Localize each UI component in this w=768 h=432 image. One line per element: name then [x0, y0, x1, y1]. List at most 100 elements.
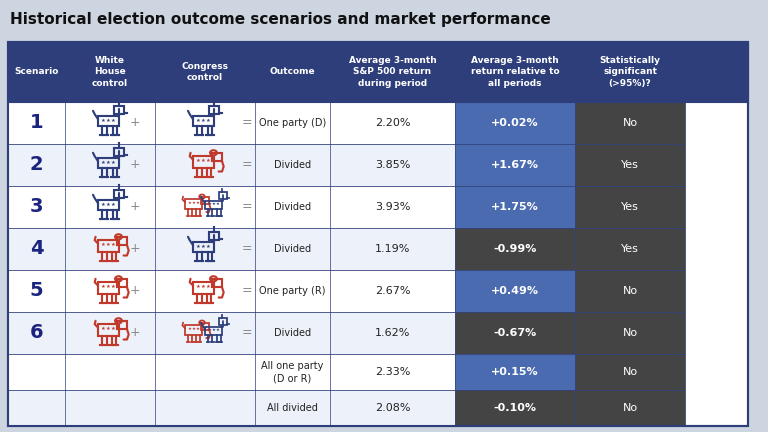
Text: No: No: [622, 286, 637, 296]
Text: 3.93%: 3.93%: [375, 202, 410, 212]
Text: One party (D): One party (D): [259, 118, 326, 128]
Bar: [98, 200, 118, 210]
Text: +: +: [129, 242, 140, 255]
Bar: [209, 232, 220, 240]
Text: ★: ★: [106, 284, 111, 289]
Bar: [8, 144, 455, 186]
Text: Divided: Divided: [274, 202, 311, 212]
Text: =: =: [242, 242, 253, 255]
Text: No: No: [622, 367, 637, 377]
Bar: [575, 228, 685, 270]
Text: ★: ★: [106, 326, 111, 331]
Text: White
House
control: White House control: [92, 57, 128, 88]
Text: +1.75%: +1.75%: [491, 202, 539, 212]
Bar: [8, 228, 455, 270]
Text: =: =: [242, 117, 253, 130]
Text: Congress
control: Congress control: [181, 62, 229, 82]
Text: 3: 3: [30, 197, 43, 216]
Text: ★: ★: [206, 244, 210, 249]
Text: Yes: Yes: [621, 244, 639, 254]
Text: ★: ★: [101, 284, 105, 289]
Text: ★: ★: [216, 328, 220, 332]
Text: ★: ★: [101, 326, 105, 331]
Bar: [455, 144, 575, 186]
Text: ★: ★: [101, 242, 105, 247]
Text: ★: ★: [106, 202, 111, 206]
Text: ★: ★: [187, 327, 191, 331]
Bar: [185, 200, 202, 209]
Bar: [575, 312, 685, 354]
Text: +: +: [129, 327, 140, 340]
Text: No: No: [622, 118, 637, 128]
Text: ★: ★: [201, 284, 206, 289]
Text: ★: ★: [196, 118, 200, 123]
Text: ★: ★: [187, 201, 191, 205]
Text: ★: ★: [206, 158, 210, 163]
Bar: [455, 102, 575, 144]
Bar: [114, 106, 124, 114]
Bar: [575, 102, 685, 144]
Text: 4: 4: [30, 239, 43, 258]
Text: 2: 2: [30, 156, 43, 175]
Bar: [575, 144, 685, 186]
Text: 1.19%: 1.19%: [375, 244, 410, 254]
Bar: [219, 318, 227, 325]
Text: 5: 5: [30, 282, 43, 301]
Text: Yes: Yes: [621, 202, 639, 212]
Text: Statistically
significant
(>95%)?: Statistically significant (>95%)?: [600, 57, 660, 88]
Text: +: +: [129, 159, 140, 172]
Text: All one party
(D or R): All one party (D or R): [261, 361, 323, 383]
Bar: [114, 190, 124, 198]
Bar: [98, 324, 118, 336]
Text: ★: ★: [207, 202, 211, 206]
Bar: [98, 116, 118, 126]
Bar: [205, 327, 222, 335]
Text: Divided: Divided: [274, 160, 311, 170]
Text: ★: ★: [207, 328, 211, 332]
Text: 2.33%: 2.33%: [375, 367, 410, 377]
Text: +0.49%: +0.49%: [491, 286, 539, 296]
Bar: [455, 312, 575, 354]
Text: ★: ★: [101, 202, 105, 206]
Text: No: No: [622, 328, 637, 338]
Text: ★: ★: [106, 160, 111, 165]
Bar: [455, 390, 575, 426]
Bar: [98, 240, 118, 252]
Bar: [212, 153, 222, 161]
Text: Yes: Yes: [621, 160, 639, 170]
Text: 6: 6: [30, 324, 43, 343]
Text: ★: ★: [111, 284, 116, 289]
Text: ★: ★: [196, 201, 200, 205]
Text: =: =: [242, 200, 253, 213]
Bar: [117, 237, 127, 245]
Text: Average 3-month
return relative to
all periods: Average 3-month return relative to all p…: [471, 57, 559, 88]
Bar: [575, 270, 685, 312]
Text: ★: ★: [101, 160, 105, 165]
Text: -0.99%: -0.99%: [493, 244, 537, 254]
Bar: [98, 158, 118, 168]
Bar: [455, 354, 575, 390]
Text: ★: ★: [216, 202, 220, 206]
Text: ★: ★: [111, 202, 116, 206]
Text: ★: ★: [196, 158, 200, 163]
Bar: [205, 201, 222, 209]
Bar: [193, 242, 214, 252]
Text: ★: ★: [111, 118, 116, 123]
Text: =: =: [242, 327, 253, 340]
Text: ★: ★: [101, 118, 105, 123]
Bar: [575, 186, 685, 228]
Bar: [114, 148, 124, 156]
Text: Divided: Divided: [274, 328, 311, 338]
Bar: [185, 325, 202, 335]
Bar: [193, 116, 214, 126]
Bar: [455, 228, 575, 270]
Bar: [212, 279, 222, 287]
Bar: [193, 156, 214, 168]
Text: ★: ★: [106, 118, 111, 123]
Bar: [455, 270, 575, 312]
Text: 1.62%: 1.62%: [375, 328, 410, 338]
Bar: [455, 186, 575, 228]
Bar: [209, 106, 220, 114]
Bar: [8, 42, 748, 426]
Bar: [117, 321, 127, 329]
